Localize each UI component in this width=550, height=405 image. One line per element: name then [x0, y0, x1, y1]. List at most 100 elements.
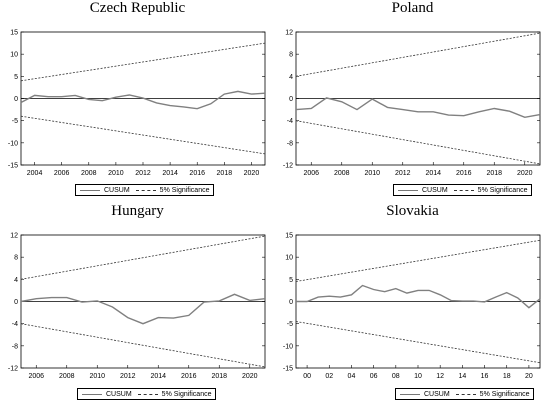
legend-label: 5% Significance [159, 186, 210, 194]
y-tick-label: 4 [14, 277, 18, 284]
legend-item-significance: 5% Significance [137, 390, 212, 398]
chart-legend: CUSUM 5% Significance [77, 388, 217, 400]
chart-legend: CUSUM 5% Significance [395, 388, 535, 400]
y-tick-label: 0 [289, 96, 293, 103]
legend-item-cusum: CUSUM [400, 391, 450, 398]
y-tick-label: 8 [14, 255, 18, 262]
y-tick-label: 0 [14, 299, 18, 306]
x-tick-label: 2006 [54, 170, 70, 177]
y-tick-label: 5 [289, 277, 293, 284]
chart-title: Hungary [111, 203, 164, 219]
y-tick-label: -4 [287, 118, 293, 125]
legend-item-significance: 5% Significance [135, 186, 210, 194]
solid-line-swatch [398, 189, 418, 191]
significance-band-line [295, 32, 541, 77]
chart-panel-4: Slovakia 15 10 5 0 -5 -10 -15 00 02 04 06 08 10 12 14 1… [275, 203, 550, 405]
legend-item-cusum: CUSUM [398, 187, 448, 194]
x-tick-label: 2016 [189, 170, 205, 177]
x-tick-label: 02 [325, 373, 333, 380]
y-tick-label: -5 [12, 118, 18, 125]
legend-item-significance: 5% Significance [455, 390, 530, 398]
y-tick-label: -8 [12, 343, 18, 350]
chart-plot: 12 8 4 0 -4 -8 -12 2006 2008 2010 2012 2014 2016 2018… [283, 30, 541, 177]
dashed-line-swatch [135, 189, 156, 191]
significance-band-line [295, 120, 541, 165]
y-tick-label: -15 [283, 366, 293, 373]
legend-label: CUSUM [104, 186, 130, 194]
y-tick-label: 10 [10, 52, 18, 59]
chart-legend: CUSUM 5% Significance [75, 184, 215, 196]
significance-band-line [20, 115, 266, 155]
chart-panel-2: Poland 12 8 4 0 -4 -8 -12 2006 2008 2010 2012 2014 2… [275, 0, 550, 202]
x-tick-label: 14 [458, 373, 466, 380]
y-tick-label: -4 [12, 321, 18, 328]
significance-band-line [20, 42, 266, 82]
y-tick-label: 15 [10, 30, 18, 37]
x-tick-label: 12 [436, 373, 444, 380]
y-tick-label: -5 [287, 321, 293, 328]
x-tick-label: 10 [414, 373, 422, 380]
y-tick-label: -12 [283, 163, 293, 170]
cusum-line [20, 90, 266, 110]
y-tick-label: 10 [285, 255, 293, 262]
y-tick-label: -12 [8, 366, 18, 373]
cusum-line [20, 293, 266, 325]
x-tick-label: 04 [348, 373, 356, 380]
legend-label: CUSUM [424, 390, 450, 398]
x-tick-label: 2008 [81, 170, 97, 177]
chart-legend: CUSUM 5% Significance [393, 184, 533, 196]
solid-line-swatch [82, 393, 102, 395]
x-tick-label: 2020 [242, 373, 258, 380]
legend-label: 5% Significance [479, 390, 530, 398]
legend-label: 5% Significance [161, 390, 212, 398]
y-tick-label: 8 [289, 52, 293, 59]
y-tick-label: 0 [289, 299, 293, 306]
solid-line-swatch [80, 189, 100, 191]
significance-band-line [20, 323, 266, 368]
y-tick-label: -10 [8, 140, 18, 147]
x-tick-label: 2018 [486, 170, 502, 177]
y-tick-label: 15 [285, 233, 293, 240]
x-tick-label: 18 [503, 373, 511, 380]
significance-band-line [20, 235, 266, 280]
dashed-line-swatch [455, 393, 476, 395]
x-tick-label: 2016 [181, 373, 197, 380]
y-tick-label: -8 [287, 140, 293, 147]
x-tick-label: 2006 [303, 170, 319, 177]
solid-line-swatch [400, 393, 420, 395]
y-tick-label: 0 [14, 96, 18, 103]
chart-plot: 15 10 5 0 -5 -10 -15 00 02 04 06 08 10 12 14 16 18 20 [283, 233, 541, 380]
cusum-line [295, 97, 541, 119]
x-tick-label: 06 [370, 373, 378, 380]
legend-item-cusum: CUSUM [82, 391, 132, 398]
y-tick-label: 4 [289, 74, 293, 81]
chart-plot: 12 8 4 0 -4 -8 -12 2006 2008 2010 2012 2014 2016 2018… [8, 233, 266, 380]
dashed-line-swatch [137, 393, 158, 395]
x-tick-label: 2006 [28, 373, 44, 380]
x-tick-label: 2012 [120, 373, 136, 380]
y-tick-label: -15 [8, 163, 18, 170]
y-tick-label: -10 [283, 343, 293, 350]
legend-label: 5% Significance [477, 186, 528, 194]
x-tick-label: 2012 [135, 170, 151, 177]
x-tick-label: 2010 [108, 170, 124, 177]
x-tick-label: 2020 [517, 170, 533, 177]
y-tick-label: 12 [10, 233, 18, 240]
x-tick-label: 2010 [89, 373, 105, 380]
y-tick-label: 5 [14, 74, 18, 81]
chart-panel-3: Hungary 12 8 4 0 -4 -8 -12 2006 2008 2010 2012 2014… [0, 203, 275, 405]
x-tick-label: 2010 [364, 170, 380, 177]
cusum-line [296, 284, 541, 309]
legend-label: CUSUM [106, 390, 132, 398]
x-tick-label: 2020 [244, 170, 260, 177]
x-tick-label: 2008 [334, 170, 350, 177]
chart-title: Poland [391, 0, 434, 16]
x-tick-label: 2012 [395, 170, 411, 177]
legend-item-cusum: CUSUM [80, 187, 130, 194]
x-tick-label: 2008 [59, 373, 75, 380]
dashed-line-swatch [453, 189, 474, 191]
chart-panel-1: Czech Republic 15 10 5 0 -5 -10 -15 2004 2006 200… [0, 0, 275, 202]
x-tick-label: 00 [303, 373, 311, 380]
x-tick-label: 20 [525, 373, 533, 380]
x-tick-label: 2004 [27, 170, 43, 177]
